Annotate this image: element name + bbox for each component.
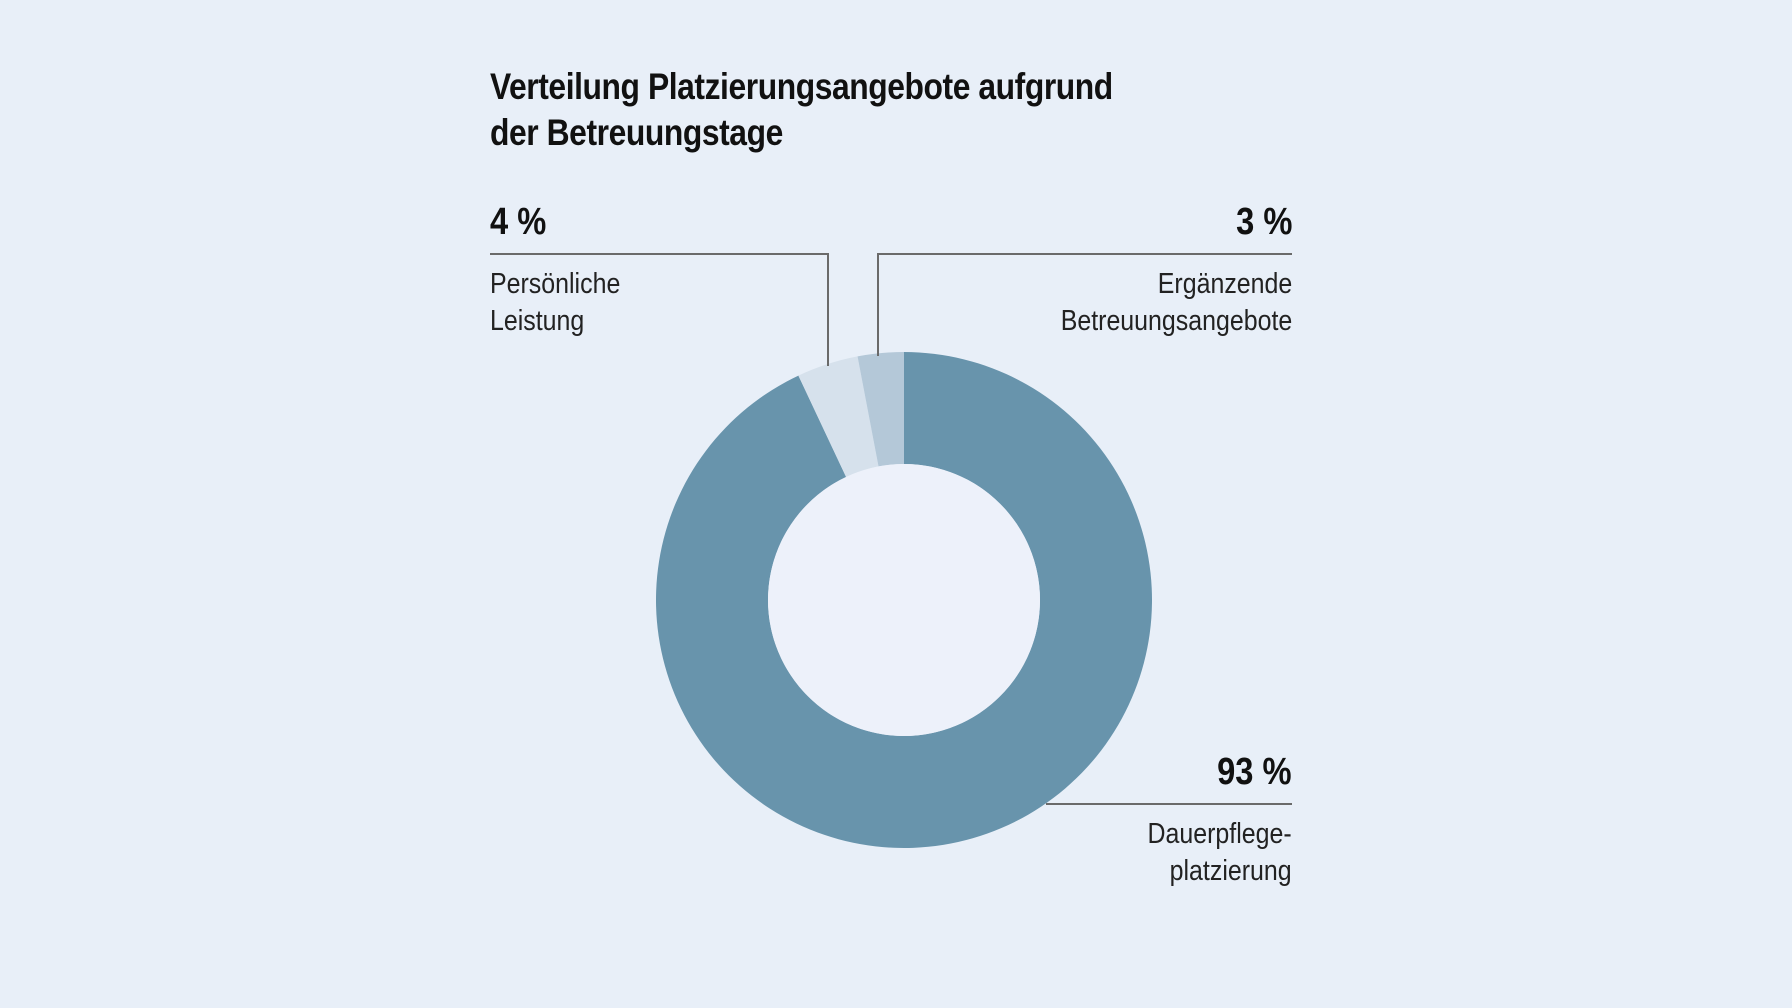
donut-slices: [655, 352, 1152, 849]
donut-slice-dauerpflege: [655, 352, 1152, 849]
label-persoenlich-line1: Persönliche: [490, 268, 621, 300]
pct-ergaenzend: 3 %: [1235, 201, 1292, 243]
chart-title-line1: Verteilung Platzierungsangebote aufgrund: [490, 66, 1113, 107]
label-dauerpflege: Dauerpflege- platzierung: [1148, 816, 1292, 890]
donut-hole: [768, 464, 1040, 736]
label-persoenlich-line2: Leistung: [490, 305, 585, 337]
donut-slice-ergaenzend: [857, 352, 904, 467]
pct-persoenlich: 4 %: [490, 201, 547, 243]
leader-line-persoenlich: [490, 253, 829, 366]
label-persoenlich: Persönliche Leistung: [490, 266, 620, 340]
label-dauerpflege-line2: platzierung: [1169, 855, 1292, 887]
label-ergaenzend-line2: Betreuungsangebote: [1060, 305, 1292, 337]
leader-line-ergaenzend: [877, 253, 1292, 356]
chart-title-line2: der Betreuungstage: [490, 112, 783, 153]
pct-dauerpflege: 93 %: [1217, 751, 1292, 793]
chart-title: Verteilung Platzierungsangebote aufgrund…: [490, 64, 1144, 156]
label-dauerpflege-line1: Dauerpflege-: [1147, 818, 1292, 850]
label-ergaenzend: Ergänzende Betreuungsangebote: [1060, 266, 1292, 340]
donut-slice-persoenlich: [798, 356, 879, 477]
label-ergaenzend-line1: Ergänzende: [1157, 268, 1292, 300]
